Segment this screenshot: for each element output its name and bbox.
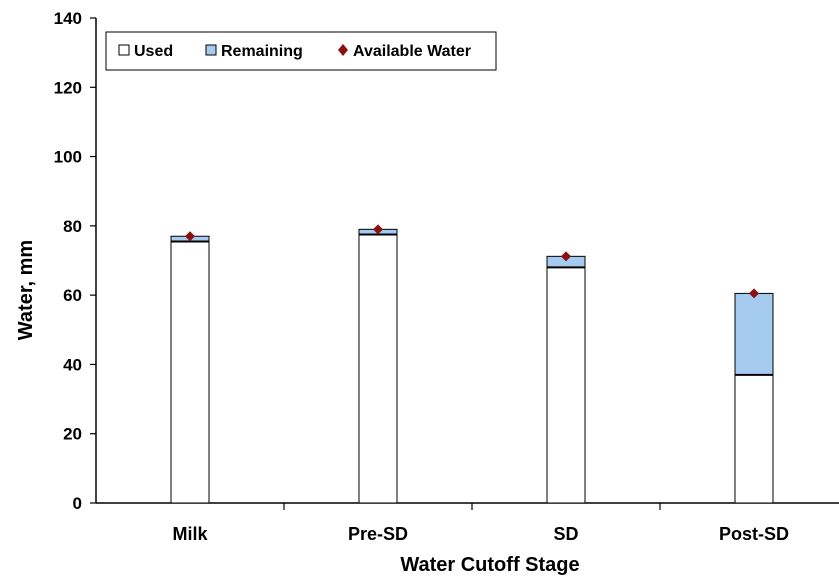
available-water-marker bbox=[561, 251, 571, 262]
legend-label-used: Used bbox=[134, 43, 173, 60]
legend-label-remaining: Remaining bbox=[221, 43, 303, 60]
available-water-marker bbox=[749, 288, 759, 299]
y-tick-label: 20 bbox=[63, 425, 82, 444]
y-axis-title: Water, mm bbox=[15, 240, 37, 340]
legend-swatch-remaining bbox=[205, 44, 217, 56]
y-tick-label: 120 bbox=[54, 78, 82, 97]
x-category-label: SD bbox=[553, 524, 578, 544]
available-water-markers bbox=[185, 224, 759, 299]
x-category-label: Post-SD bbox=[719, 524, 789, 544]
x-category-label: Pre-SD bbox=[348, 524, 408, 544]
legend-marker-available-water bbox=[338, 44, 348, 56]
legend-box bbox=[105, 31, 497, 71]
y-tick-label: 60 bbox=[63, 286, 82, 305]
bar-used bbox=[546, 266, 586, 504]
x-category-label: Milk bbox=[172, 524, 208, 544]
available-water-marker bbox=[185, 231, 195, 242]
legend-label-available-water: Available Water bbox=[353, 43, 471, 60]
x-axis: Milk Pre-SD SD Post-SD bbox=[96, 502, 839, 544]
bar-used bbox=[734, 374, 774, 504]
bar-remaining bbox=[734, 292, 774, 376]
y-tick-label: 100 bbox=[54, 148, 82, 167]
bars bbox=[170, 228, 774, 504]
y-axis: 0 20 40 60 80 100 120 140 bbox=[54, 9, 97, 513]
y-tick-label: 40 bbox=[63, 355, 82, 374]
y-tick-label: 80 bbox=[63, 217, 82, 236]
legend: Used Remaining Available Water bbox=[105, 31, 497, 71]
legend-swatch-used bbox=[118, 44, 130, 56]
y-tick-label: 140 bbox=[54, 9, 82, 28]
bar-used bbox=[358, 234, 398, 504]
bar-used bbox=[170, 240, 210, 504]
y-tick-label: 0 bbox=[73, 494, 82, 513]
available-water-marker bbox=[373, 224, 383, 235]
x-axis-title: Water Cutoff Stage bbox=[400, 554, 579, 576]
